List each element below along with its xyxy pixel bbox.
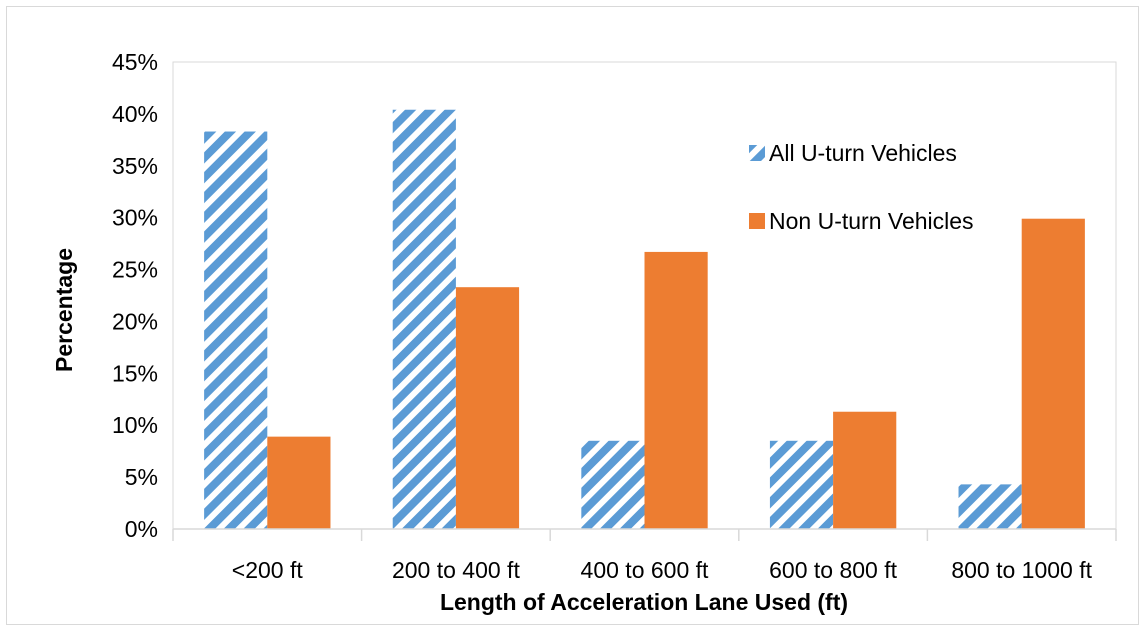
- legend-label: Non U-turn Vehicles: [769, 208, 974, 234]
- x-tick-label: <200 ft: [232, 557, 304, 583]
- bar-non-u-turn: [1021, 218, 1085, 529]
- y-tick-label: 5%: [125, 464, 158, 490]
- bar-all-u-turn: [204, 131, 268, 529]
- x-axis-title: Length of Acceleration Lane Used (ft): [440, 589, 848, 615]
- bars: [204, 109, 1085, 529]
- legend: All U-turn Vehicles Non U-turn Vehicles: [749, 140, 974, 234]
- legend-label: All U-turn Vehicles: [769, 140, 957, 166]
- bar-non-u-turn: [267, 436, 331, 529]
- x-axis: <200 ft 200 to 400 ft 400 to 600 ft 600 to …: [172, 528, 1117, 583]
- bar-all-u-turn: [769, 440, 834, 529]
- x-tick-label: 800 to 1000 ft: [951, 557, 1092, 583]
- y-tick-label: 25%: [112, 257, 158, 283]
- legend-swatch: [749, 213, 765, 229]
- y-tick-label: 30%: [112, 205, 158, 231]
- y-axis: 0% 5% 10% 15% 20% 25% 30% 35% 40% 45%: [112, 49, 158, 542]
- y-tick-label: 0%: [125, 516, 158, 542]
- bar-non-u-turn: [455, 287, 520, 529]
- legend-swatch: [749, 145, 765, 161]
- y-tick-label: 10%: [112, 412, 158, 438]
- y-tick-label: 45%: [112, 49, 158, 75]
- bar-non-u-turn: [833, 411, 897, 529]
- y-tick-label: 20%: [112, 308, 158, 334]
- bar-all-u-turn: [392, 109, 456, 529]
- bar-all-u-turn: [958, 484, 1022, 529]
- x-tick-label: 600 to 800 ft: [769, 557, 897, 583]
- y-tick-label: 15%: [112, 360, 158, 386]
- y-tick-label: 40%: [112, 101, 158, 127]
- y-axis-title: Percentage: [51, 248, 77, 372]
- y-tick-label: 35%: [112, 153, 158, 179]
- x-tick-label: 400 to 600 ft: [581, 557, 709, 583]
- x-tick-label: 200 to 400 ft: [392, 557, 520, 583]
- bar-all-u-turn: [581, 440, 645, 529]
- bar-non-u-turn: [644, 251, 708, 529]
